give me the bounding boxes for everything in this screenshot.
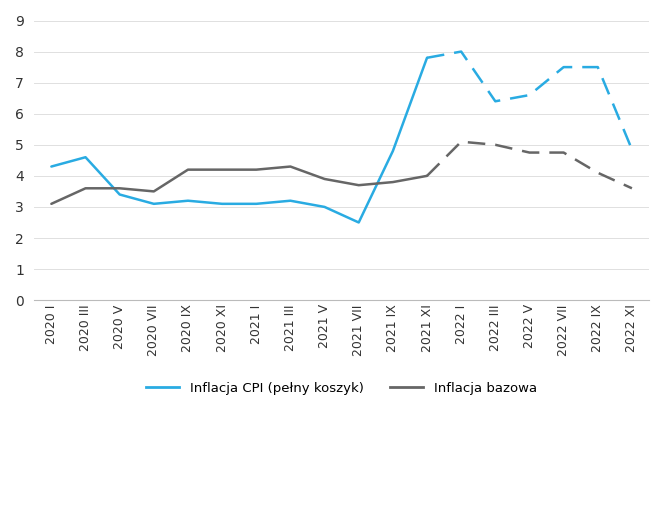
Legend: Inflacja CPI (pełny koszyk), Inflacja bazowa: Inflacja CPI (pełny koszyk), Inflacja ba… xyxy=(141,376,542,400)
